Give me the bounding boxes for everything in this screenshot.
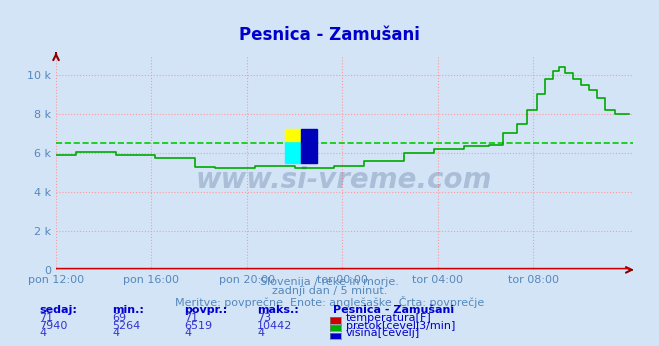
Text: 5264: 5264 [112, 321, 140, 331]
Bar [285, 129, 301, 141]
Text: 4: 4 [185, 328, 192, 338]
Text: zadnji dan / 5 minut.: zadnji dan / 5 minut. [272, 286, 387, 297]
Text: Pesnica - Zamušani: Pesnica - Zamušani [239, 26, 420, 44]
Bar [301, 129, 317, 163]
Text: 4: 4 [112, 328, 119, 338]
Text: 73: 73 [257, 313, 271, 323]
Text: min.:: min.: [112, 305, 144, 315]
Text: Slovenija / reke in morje.: Slovenija / reke in morje. [260, 277, 399, 287]
Text: 71: 71 [40, 313, 53, 323]
Text: sedaj:: sedaj: [40, 305, 77, 315]
Text: 10442: 10442 [257, 321, 293, 331]
Text: www.si-vreme.com: www.si-vreme.com [196, 166, 492, 194]
Text: temperatura[F]: temperatura[F] [346, 313, 432, 323]
Text: Meritve: povprečne  Enote: anglešaške  Črta: povprečje: Meritve: povprečne Enote: anglešaške Črt… [175, 296, 484, 308]
Text: Pesnica - Zamušani: Pesnica - Zamušani [333, 305, 454, 315]
Text: povpr.:: povpr.: [185, 305, 228, 315]
Text: pretok[čevelj3/min]: pretok[čevelj3/min] [346, 320, 455, 331]
Text: 6519: 6519 [185, 321, 213, 331]
Text: 4: 4 [40, 328, 47, 338]
Bar [285, 141, 301, 163]
Text: maks.:: maks.: [257, 305, 299, 315]
Text: višina[čevelj]: višina[čevelj] [346, 328, 420, 338]
Text: 69: 69 [112, 313, 126, 323]
Text: 7940: 7940 [40, 321, 68, 331]
Text: 71: 71 [185, 313, 198, 323]
Text: 4: 4 [257, 328, 264, 338]
